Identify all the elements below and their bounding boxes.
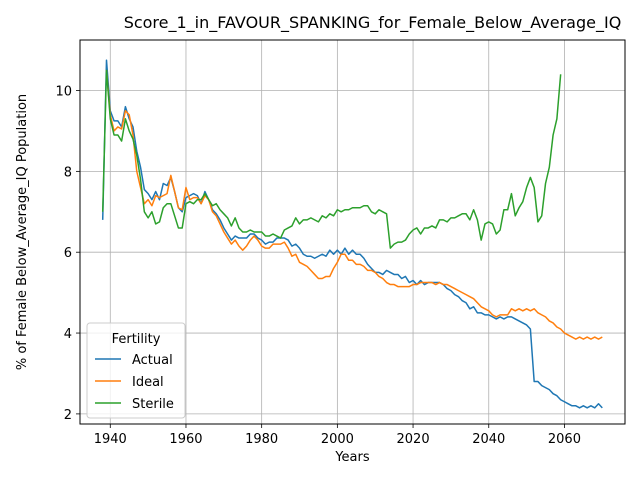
legend-label-ideal: Ideal [132, 375, 164, 390]
legend-label-sterile: Sterile [132, 397, 174, 412]
series-lines [101, 59, 603, 409]
legend-box [86, 322, 186, 419]
chart-title: Score_1_in_FAVOUR_SPANKING_for_Female_Be… [124, 13, 622, 33]
x-tick-label: 2000 [321, 432, 354, 447]
legend-title: Fertility [112, 332, 161, 347]
y-tick-label: 8 [64, 165, 72, 180]
x-tick-label: 1960 [169, 432, 202, 447]
legend: Fertility Actual Ideal Sterile [86, 322, 186, 419]
x-tick-label: 1940 [94, 432, 127, 447]
plot-frame [79, 39, 626, 425]
x-tick-label: 2040 [472, 432, 505, 447]
axis-ticks: 1940 1960 1980 2000 2020 2040 2060 2 4 6 8 10 [55, 85, 581, 447]
series-line-actual [101, 59, 603, 409]
x-axis-label: Years [334, 450, 370, 465]
y-tick-label: 4 [64, 327, 72, 342]
series-line-ideal [105, 70, 603, 340]
legend-label-actual: Actual [132, 353, 173, 368]
series-line-sterile [101, 69, 562, 249]
x-tick-label: 2060 [548, 432, 581, 447]
y-tick-label: 2 [64, 408, 72, 423]
y-tick-label: 10 [55, 85, 72, 100]
legend-items: Actual Ideal Sterile [95, 353, 174, 412]
y-axis-label: % of Female Below_Average_IQ Population [15, 94, 30, 370]
x-tick-label: 1980 [245, 432, 278, 447]
y-tick-label: 6 [64, 246, 72, 261]
x-tick-label: 2020 [397, 432, 430, 447]
